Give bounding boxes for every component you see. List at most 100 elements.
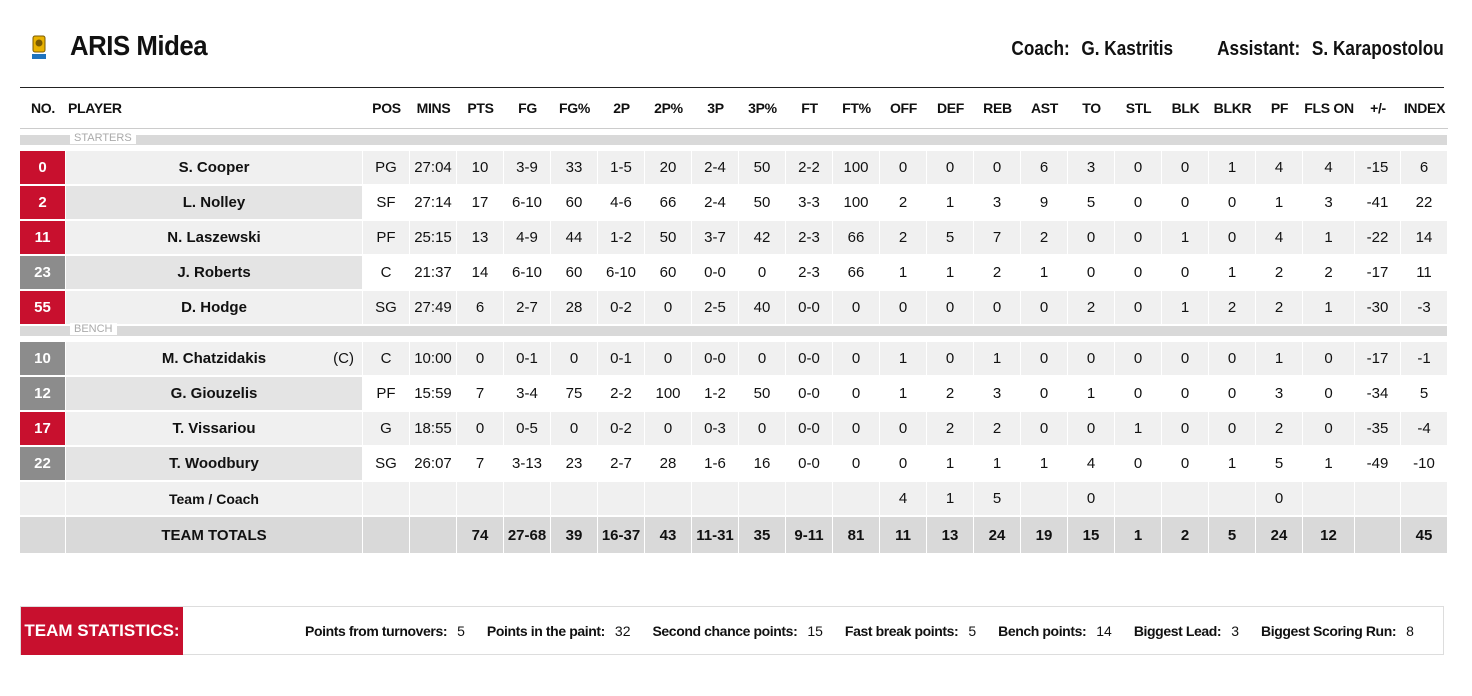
- column-header[interactable]: REB: [974, 88, 1021, 129]
- stat-cell: [1021, 482, 1068, 517]
- stat-cell-blk: 0: [1162, 377, 1209, 412]
- stat-cell-ft-: 0: [833, 412, 880, 447]
- player-name[interactable]: D. Hodge: [181, 299, 247, 316]
- stat-cell: 39: [551, 517, 598, 555]
- player-name[interactable]: J. Roberts: [177, 264, 251, 281]
- stat-cell-2p-: 0: [645, 412, 692, 447]
- column-header[interactable]: OFF: [880, 88, 927, 129]
- column-header[interactable]: DEF: [927, 88, 974, 129]
- stat-cell-blk: 0: [1162, 256, 1209, 291]
- stat-cell-fg-: 44: [551, 221, 598, 256]
- stat-cell-fls-on: 0: [1303, 412, 1355, 447]
- column-header[interactable]: 2P: [598, 88, 645, 129]
- player-row[interactable]: 10 M. Chatzidakis (C) C 10:00 0 0-1 0 0-1 0 0-0 0 0-…: [20, 342, 1448, 377]
- stat-cell-blkr: 2: [1209, 291, 1256, 326]
- column-header[interactable]: STL: [1115, 88, 1162, 129]
- player-name-cell[interactable]: G. Giouzelis: [66, 377, 363, 412]
- player-row[interactable]: 17 T. Vissariou G 18:55 0 0-5 0 0-2 0 0-3 0 0-0 0 0 2 2…: [20, 412, 1448, 447]
- stat-cell: 74: [457, 517, 504, 555]
- stat-cell-to: 4: [1068, 447, 1115, 482]
- stat-cell-2p-: 20: [645, 151, 692, 186]
- stat-cell-ast: 6: [1021, 151, 1068, 186]
- player-row[interactable]: 23 J. Roberts C 21:37 14 6-10 60 6-10 60 0-0 0 2-3 6…: [20, 256, 1448, 291]
- column-header[interactable]: INDEX: [1401, 88, 1448, 129]
- stat-cell-3p: 2-4: [692, 151, 739, 186]
- stat-cell-pts: 6: [457, 291, 504, 326]
- player-row[interactable]: 12 G. Giouzelis PF 15:59 7 3-4 75 2-2 100 1-2 50 0-…: [20, 377, 1448, 412]
- player-name[interactable]: G. Giouzelis: [170, 385, 258, 402]
- stat-cell-ft: 2-3: [786, 256, 833, 291]
- player-name-cell[interactable]: M. Chatzidakis (C): [66, 342, 363, 377]
- player-name-cell[interactable]: D. Hodge: [66, 291, 363, 326]
- column-header[interactable]: MINS: [410, 88, 457, 129]
- player-row[interactable]: 0 S. Cooper PG 27:04 10 3-9 33 1-5 20 2-4 50 2-2 100…: [20, 151, 1448, 186]
- player-name[interactable]: T. Vissariou: [172, 420, 256, 437]
- stat-cell-blkr: 0: [1209, 377, 1256, 412]
- stat-cell--: -49: [1355, 447, 1401, 482]
- player-name[interactable]: M. Chatzidakis: [161, 350, 267, 367]
- team-stat-value: 8: [1406, 623, 1414, 639]
- player-row[interactable]: 55 D. Hodge SG 27:49 6 2-7 28 0-2 0 2-5 40 0-0 0 0 0 0 0…: [20, 291, 1448, 326]
- stat-cell-blkr: 0: [1209, 412, 1256, 447]
- player-name[interactable]: N. Laszewski: [167, 229, 261, 246]
- column-header[interactable]: +/-: [1355, 88, 1401, 129]
- stat-cell: [363, 482, 410, 517]
- stat-cell-fls-on: 1: [1303, 291, 1355, 326]
- stat-cell-pts: 10: [457, 151, 504, 186]
- stat-cell: 5: [974, 482, 1021, 517]
- stat-cell-3p: 2-4: [692, 186, 739, 221]
- column-header[interactable]: FG%: [551, 88, 598, 129]
- team-logo-icon: [32, 35, 46, 59]
- stat-cell-ft-: 100: [833, 151, 880, 186]
- stat-cell-blkr: 0: [1209, 342, 1256, 377]
- column-header[interactable]: BLK: [1162, 88, 1209, 129]
- column-header[interactable]: NO.: [20, 88, 66, 129]
- column-header[interactable]: 2P%: [645, 88, 692, 129]
- stat-cell-ft: 2-3: [786, 221, 833, 256]
- column-header[interactable]: FG: [504, 88, 551, 129]
- column-header[interactable]: PTS: [457, 88, 504, 129]
- stat-cell-pf: 2: [1256, 291, 1303, 326]
- stat-cell-ft-: 100: [833, 186, 880, 221]
- player-name-cell[interactable]: J. Roberts: [66, 256, 363, 291]
- team-stat-label: Biggest Scoring Run:: [1261, 623, 1397, 639]
- column-header[interactable]: PF: [1256, 88, 1303, 129]
- stat-cell-blk: 1: [1162, 221, 1209, 256]
- column-header[interactable]: TO: [1068, 88, 1115, 129]
- stat-cell-3p-: 50: [739, 377, 786, 412]
- player-number: 55: [20, 291, 66, 326]
- stat-cell-to: 3: [1068, 151, 1115, 186]
- stat-cell: 12: [1303, 517, 1355, 555]
- player-name-cell[interactable]: N. Laszewski: [66, 221, 363, 256]
- player-name-cell[interactable]: T. Woodbury: [66, 447, 363, 482]
- column-header[interactable]: 3P%: [739, 88, 786, 129]
- column-header[interactable]: POS: [363, 88, 410, 129]
- stat-cell-ast: 0: [1021, 342, 1068, 377]
- player-name[interactable]: L. Nolley: [182, 194, 246, 211]
- stat-cell-stl: 0: [1115, 342, 1162, 377]
- column-header[interactable]: FT: [786, 88, 833, 129]
- stat-cell-off: 0: [880, 447, 927, 482]
- stat-cell-fg-: 60: [551, 186, 598, 221]
- column-header[interactable]: PLAYER: [66, 88, 363, 129]
- player-name-cell[interactable]: T. Vissariou: [66, 412, 363, 447]
- player-row[interactable]: 11 N. Laszewski PF 25:15 13 4-9 44 1-2 50 3-7 42 2-…: [20, 221, 1448, 256]
- player-name[interactable]: T. Woodbury: [169, 455, 259, 472]
- column-header[interactable]: BLKR: [1209, 88, 1256, 129]
- header-divider: [20, 87, 1444, 88]
- column-header[interactable]: FLS ON: [1303, 88, 1355, 129]
- team-stat-value: 3: [1231, 623, 1239, 639]
- player-name[interactable]: S. Cooper: [178, 159, 250, 176]
- player-name-cell[interactable]: S. Cooper: [66, 151, 363, 186]
- stat-cell: [551, 482, 598, 517]
- stat-cell-off: 0: [880, 151, 927, 186]
- stat-cell-3p-: 0: [739, 412, 786, 447]
- column-header[interactable]: 3P: [692, 88, 739, 129]
- player-row[interactable]: 22 T. Woodbury SG 26:07 7 3-13 23 2-7 28 1-6 16 0-0…: [20, 447, 1448, 482]
- column-header[interactable]: AST: [1021, 88, 1068, 129]
- player-row[interactable]: 2 L. Nolley SF 27:14 17 6-10 60 4-6 66 2-4 50 3-3 10…: [20, 186, 1448, 221]
- stat-cell-fg-: 28: [551, 291, 598, 326]
- stat-cell-to: 5: [1068, 186, 1115, 221]
- column-header[interactable]: FT%: [833, 88, 880, 129]
- player-name-cell[interactable]: L. Nolley: [66, 186, 363, 221]
